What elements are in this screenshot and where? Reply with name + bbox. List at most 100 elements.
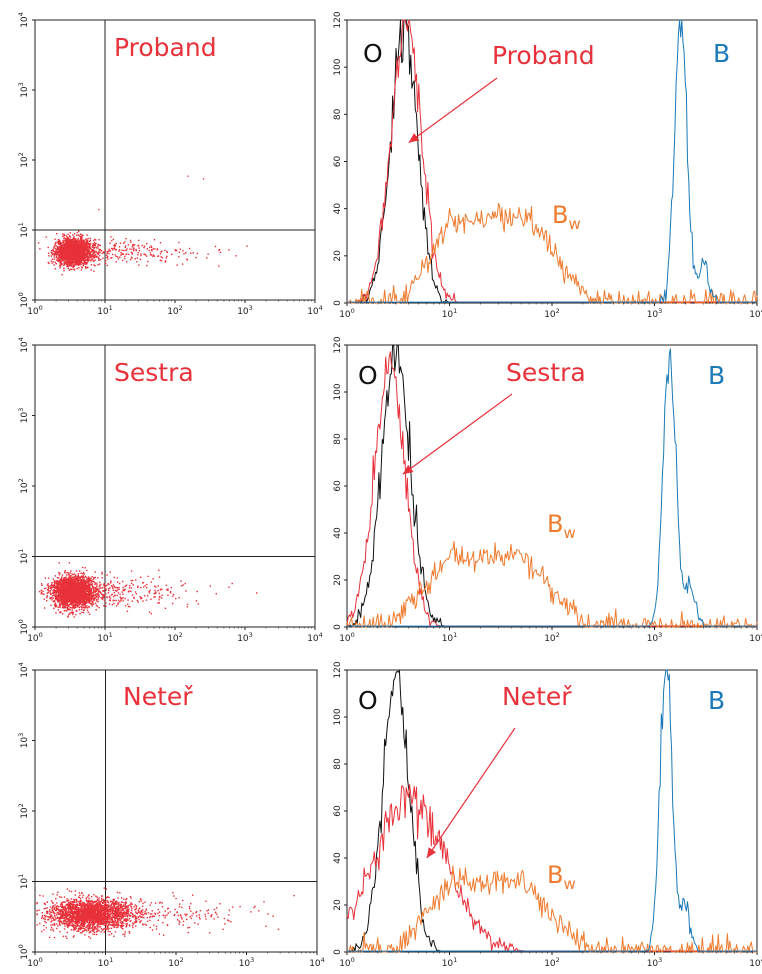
event-dot [50,597,52,599]
event-dot [118,586,120,589]
event-dot [60,250,62,253]
event-dot [153,255,156,257]
event-dot [119,601,121,603]
event-dot [154,596,156,598]
event-dot [57,583,60,585]
event-dot [152,254,155,256]
event-dot [78,250,80,253]
event-dot [50,251,52,254]
event-dot [74,591,77,594]
event-dot [65,239,67,242]
event-dot [93,260,95,263]
event-dot [58,252,60,254]
event-dot [84,601,86,603]
event-dot [124,588,126,591]
event-dot [81,586,83,588]
event-dot [70,265,73,267]
event-dot [79,613,81,615]
event-dot [110,247,113,250]
event-dot [52,248,54,251]
event-dot [102,596,104,599]
event-dot [68,248,70,251]
event-dot [58,605,61,607]
event-dot [60,597,62,600]
event-dot [81,266,83,268]
event-dot [64,587,66,589]
event-dot [59,253,62,255]
event-dot [68,240,70,242]
x-tick-label: 102 [167,631,183,644]
event-dot [82,604,84,607]
event-dot [69,601,72,603]
event-dot [61,599,63,601]
event-dot [51,595,54,597]
event-dot [78,259,80,261]
event-dot [86,582,89,584]
event-dot [130,590,132,593]
event-dot [70,259,72,262]
event-dot [86,595,88,597]
event-dot [70,239,72,241]
event-dot [69,582,71,584]
event-dot [157,602,159,604]
event-dot [64,588,66,590]
event-dot [90,260,92,262]
event-dot [56,588,59,591]
event-dot [51,262,53,264]
event-dot [113,245,115,247]
event-dot [56,586,58,589]
event-dot [69,252,72,254]
event-dot [66,253,69,255]
event-dot [159,242,162,244]
event-dot [88,586,91,588]
event-dot [87,247,89,249]
event-dot [89,252,91,255]
event-dot [112,595,115,598]
event-dot [115,255,117,258]
event-dot [84,597,86,599]
event-dot [65,584,68,586]
event-dot [58,245,60,248]
event-dot [53,580,56,582]
event-dot [69,612,72,614]
event-dot [86,256,89,258]
event-dot [85,246,87,249]
event-dot [81,608,83,611]
event-dot [82,252,85,254]
event-dot [61,585,63,587]
event-dot [45,236,47,238]
event-dot [95,250,97,252]
event-dot [73,590,75,592]
event-dot [66,245,69,247]
event-dot [66,574,68,576]
event-dot [97,577,99,579]
event-dot [146,255,148,257]
event-dot [131,253,133,255]
event-dot [124,605,127,607]
event-dot [75,590,78,592]
event-dot [139,596,141,598]
event-dot [214,245,217,248]
event-dot [89,579,92,582]
event-dot [101,597,103,600]
event-dot [83,261,85,263]
event-dot [80,592,83,594]
event-dot [113,602,115,605]
event-dot [73,268,75,270]
event-dot [59,265,61,267]
event-dot [95,247,98,249]
event-dot [58,562,60,564]
event-dot [110,257,112,259]
event-dot [100,250,103,252]
event-dot [104,587,106,589]
event-dot [142,581,145,584]
event-dot [77,598,80,600]
event-dot [95,604,98,606]
event-dot [59,584,61,586]
event-dot [47,261,49,264]
event-dot [61,263,63,265]
event-dot [72,238,74,240]
event-dot [48,255,50,257]
event-dot [63,571,66,573]
event-dot [66,260,68,262]
